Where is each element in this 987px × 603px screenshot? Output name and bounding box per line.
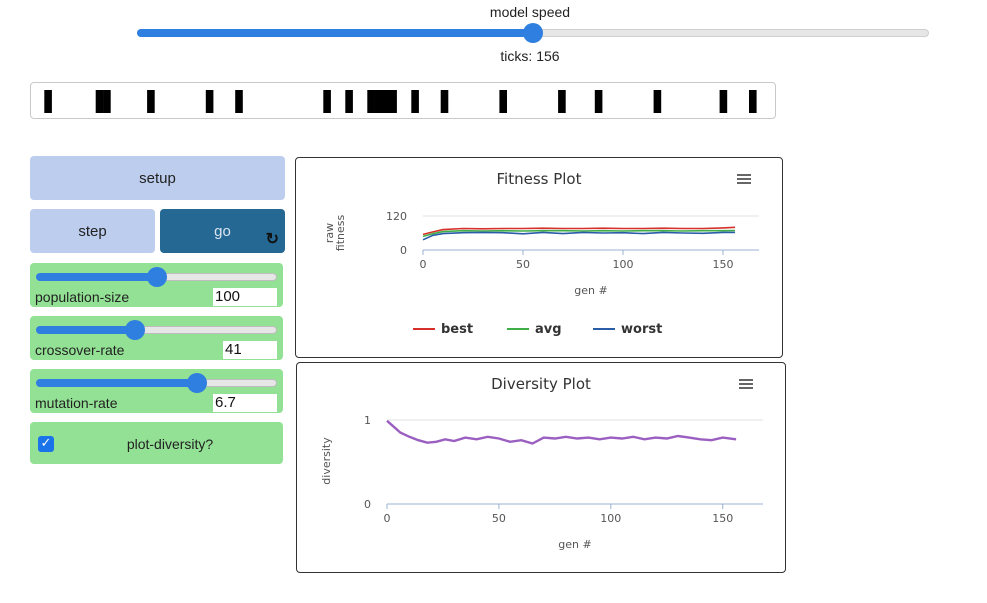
plot-title: Fitness Plot	[496, 170, 582, 188]
gene-bit	[389, 90, 397, 113]
model-speed-slider-thumb[interactable]	[523, 23, 543, 43]
x-tick-label: 50	[492, 512, 506, 525]
x-axis-label: gen #	[558, 538, 591, 551]
gene-bit	[44, 90, 52, 113]
y-axis-label: rawfitness	[323, 215, 347, 252]
gene-bit	[719, 90, 728, 113]
x-axis-label: gen #	[574, 284, 607, 297]
gene-bit	[345, 90, 353, 113]
model-speed-label: model speed	[489, 4, 571, 20]
gene-bit	[147, 90, 155, 113]
y-tick-label: 120	[386, 210, 407, 223]
slider-fill	[36, 273, 157, 281]
gene-bit	[594, 90, 603, 113]
gene-bit	[499, 90, 507, 113]
gene-bit	[235, 90, 243, 113]
slider-value[interactable]: 41	[223, 341, 277, 359]
population-size-slider[interactable]: population-size 100	[30, 263, 283, 307]
mutation-rate-slider[interactable]: mutation-rate 6.7	[30, 369, 283, 413]
gene-bit	[749, 90, 757, 113]
slider-fill	[36, 379, 198, 387]
legend-best-label: best	[441, 322, 473, 337]
worst-series-line	[422, 231, 735, 241]
y-tick-label: 0	[400, 244, 407, 257]
slider-thumb[interactable]	[146, 267, 167, 287]
go-button[interactable]: go ↻	[160, 209, 285, 253]
slider-name: population-size	[35, 289, 130, 305]
gene-bit	[558, 90, 566, 113]
setup-button-label: setup	[139, 169, 176, 187]
step-button-label: step	[78, 222, 107, 240]
y-tick-label: 1	[364, 414, 371, 427]
gene-bit	[653, 90, 662, 113]
slider-name: mutation-rate	[35, 395, 118, 411]
slider-thumb[interactable]	[187, 373, 208, 393]
gene-bit	[382, 90, 390, 113]
hamburger-menu-icon[interactable]	[739, 379, 753, 389]
gene-bit	[323, 90, 331, 113]
slider-thumb[interactable]	[124, 320, 145, 340]
legend-avg-label: avg	[535, 322, 562, 337]
switch-label: plot-diversity?	[126, 436, 214, 452]
slider-name: crossover-rate	[35, 342, 125, 358]
gene-bit	[411, 90, 419, 113]
x-tick-label: 0	[384, 512, 391, 525]
x-tick-label: 100	[600, 512, 621, 525]
diversity-series-line	[386, 419, 737, 445]
setup-button[interactable]: setup	[30, 156, 285, 200]
ticks-counter: ticks: 156	[500, 48, 560, 64]
slider-value[interactable]: 100	[213, 288, 277, 306]
x-tick-label: 0	[420, 258, 427, 271]
step-button[interactable]: step	[30, 209, 155, 253]
y-axis-label: diversity	[320, 437, 333, 485]
legend-worst-label: worst	[621, 322, 662, 337]
gene-bit	[205, 90, 214, 113]
gene-bit	[103, 90, 111, 113]
x-tick-label: 150	[713, 258, 734, 271]
checkbox-checked-icon[interactable]: ✓	[38, 436, 54, 452]
hamburger-menu-icon[interactable]	[737, 174, 751, 184]
gene-bit	[440, 90, 449, 113]
gene-bit	[95, 90, 104, 113]
slider-value[interactable]: 6.7	[213, 394, 277, 412]
refresh-icon: ↻	[265, 231, 279, 248]
best-series-line	[422, 226, 736, 236]
model-speed-slider-fill	[137, 29, 533, 37]
gene-bit	[374, 90, 383, 113]
chromosome-display	[30, 82, 776, 119]
y-tick-label: 0	[364, 498, 371, 511]
plot-diversity-switch[interactable]: ✓ plot-diversity?	[30, 422, 283, 464]
x-tick-label: 100	[613, 258, 634, 271]
slider-fill	[36, 326, 135, 334]
go-button-label: go	[214, 222, 231, 240]
fitness-plot: Fitness Plot 0 50 100 150 0 120 gen # rawfitnes…	[295, 157, 783, 358]
x-tick-label: 50	[516, 258, 530, 271]
avg-series-line	[422, 229, 736, 238]
plot-title: Diversity Plot	[491, 375, 591, 393]
x-tick-label: 150	[712, 512, 733, 525]
crossover-rate-slider[interactable]: crossover-rate 41	[30, 316, 283, 360]
diversity-plot: Diversity Plot 0 50 100 150 0 1 gen # diversity	[296, 362, 786, 573]
gene-bit	[367, 90, 375, 113]
